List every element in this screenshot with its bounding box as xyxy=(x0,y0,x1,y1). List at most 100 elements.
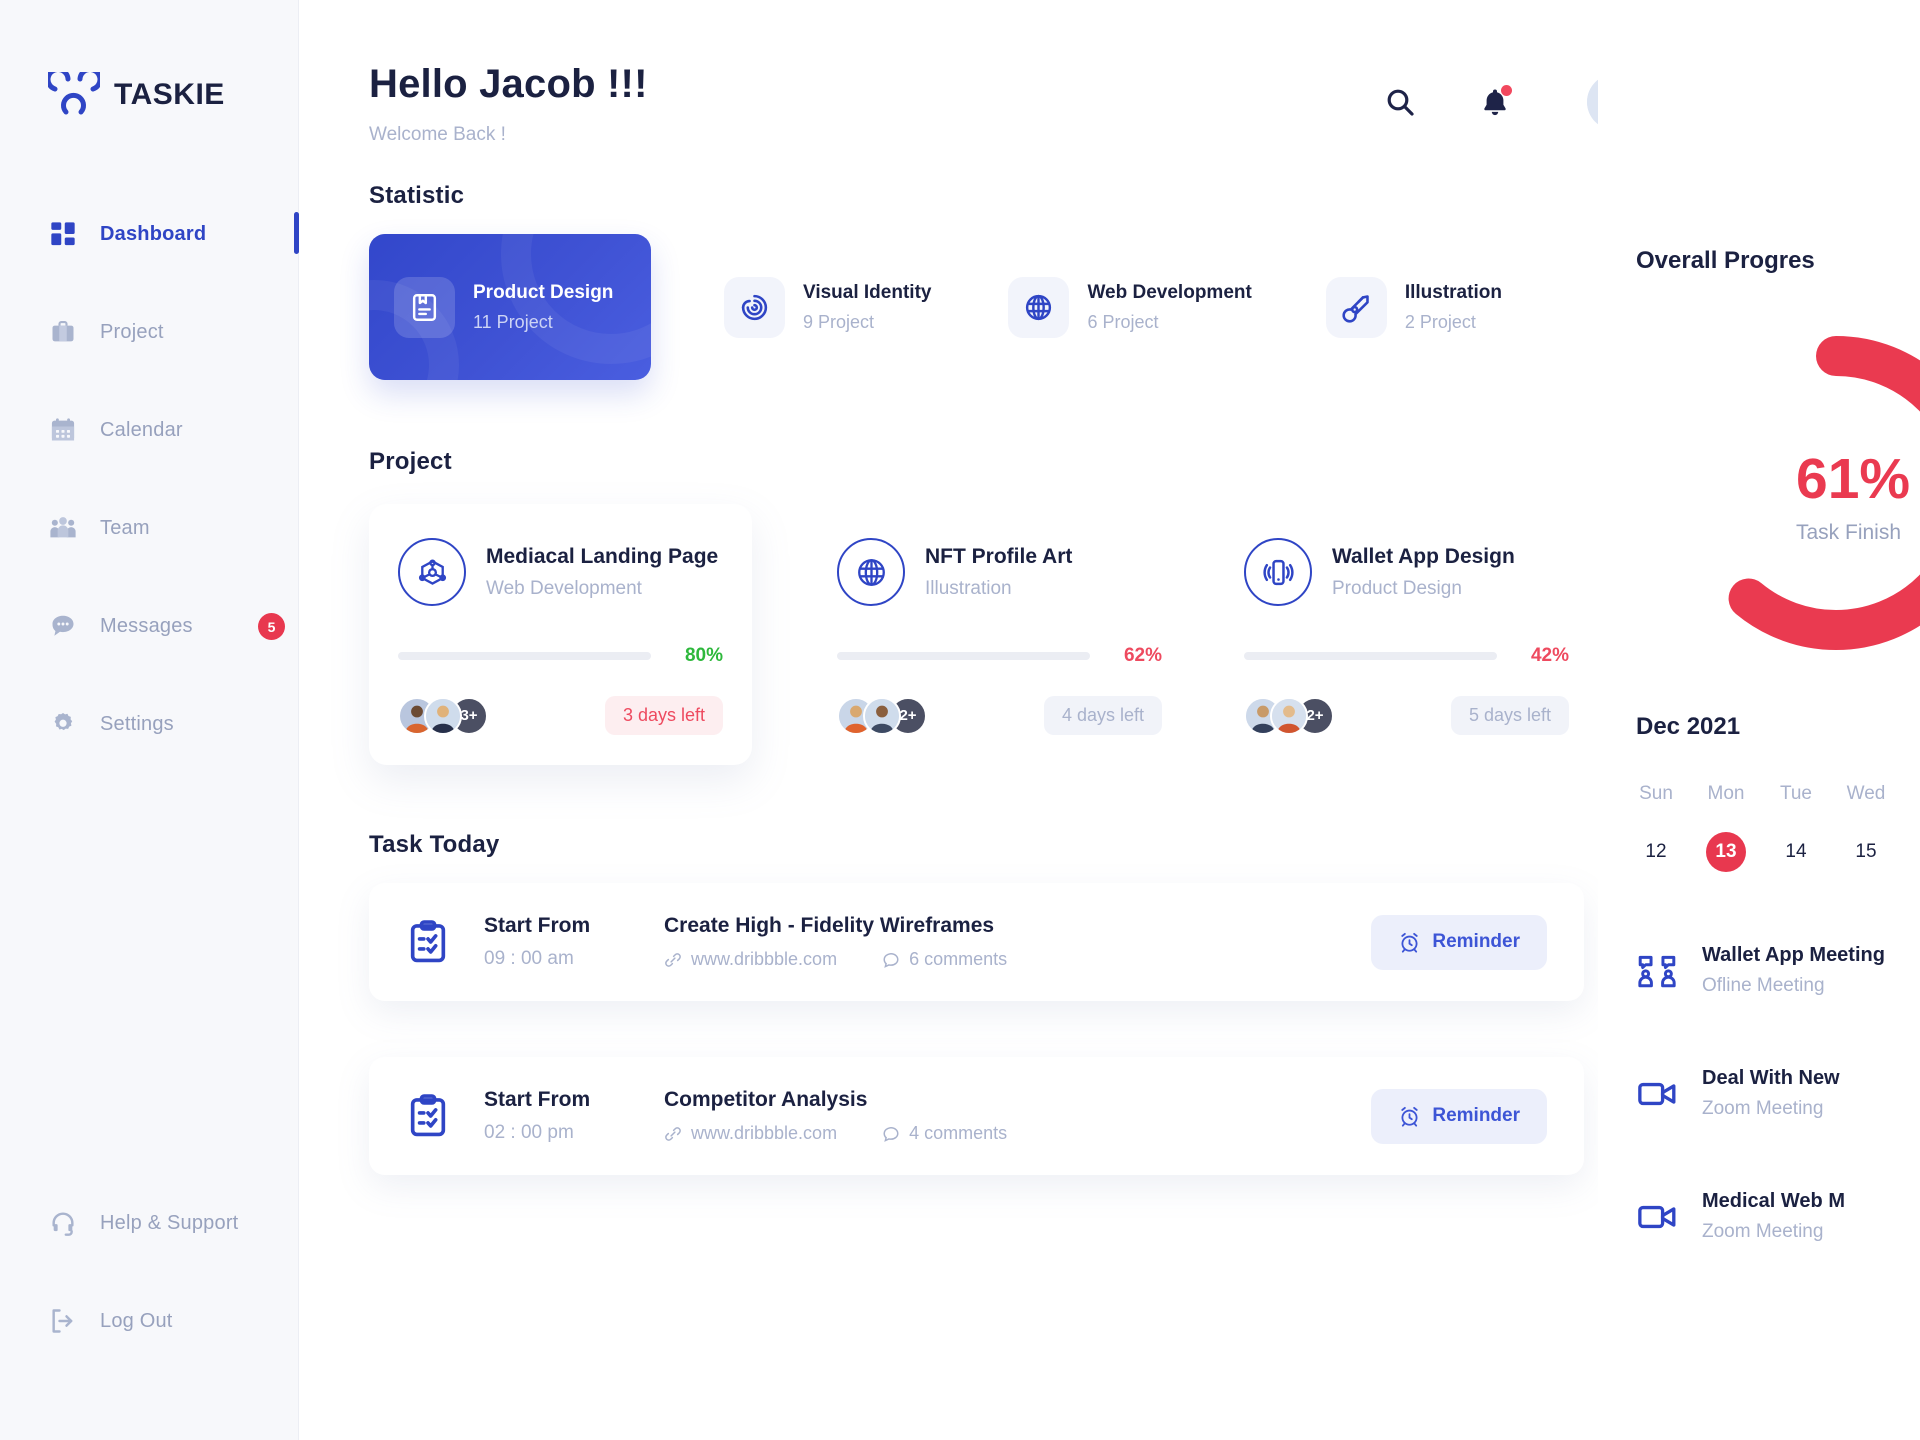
progress-row: 42% xyxy=(1244,645,1569,667)
task-name: Create High - Fidelity Wireframes xyxy=(664,914,995,937)
project-header: NFT Profile Art Illustration xyxy=(837,538,1162,606)
sidebar: TASKIE Dashboard Project Calenda xyxy=(0,0,299,1440)
calendar-day[interactable]: Tue 14 xyxy=(1776,783,1816,872)
calendar-date: 12 xyxy=(1645,841,1667,862)
task-link-label: www.dribbble.com xyxy=(691,1123,838,1143)
statistic-heading: Statistic xyxy=(369,182,465,209)
reminder-button[interactable]: Reminder xyxy=(1371,914,1547,970)
calendar-date: 15 xyxy=(1855,841,1877,862)
task-comments[interactable]: 4 comments xyxy=(882,1123,1007,1144)
project-meta: Mediacal Landing Page Web Development xyxy=(486,545,718,600)
progress-percent: 61% xyxy=(1796,447,1911,511)
task-today-heading: Task Today xyxy=(369,831,500,858)
greeting-block: Hello Jacob !!! Welcome Back ! xyxy=(369,62,648,146)
sidebar-item-dashboard[interactable]: Dashboard xyxy=(0,206,299,262)
sidebar-item-log-out[interactable]: Log Out xyxy=(0,1293,298,1349)
project-category: Web Development xyxy=(486,577,642,599)
clipboard-check-icon xyxy=(405,919,453,965)
sidebar-bottom-nav: Help & Support Log Out xyxy=(0,1195,298,1349)
calendar-day[interactable]: Mon 13 xyxy=(1706,783,1746,872)
meeting-text: Medical Web M Zoom Meeting xyxy=(1702,1190,1845,1243)
reminder-button[interactable]: Reminder xyxy=(1371,1088,1547,1144)
calendar-strip: Sun 12 Mon 13 Tue 14 Wed 15 xyxy=(1598,783,1920,872)
sidebar-item-calendar[interactable]: Calendar xyxy=(0,402,298,458)
headset-icon xyxy=(48,1208,78,1238)
meeting-list: Wallet App Meeting Ofline Meeting Deal W… xyxy=(1598,872,1920,1243)
stat-card-visual-identity[interactable]: Visual Identity 9 Project xyxy=(724,276,931,338)
brand-logo[interactable]: TASKIE xyxy=(0,0,298,118)
task-row[interactable]: Start From 09 : 00 am Create High - Fide… xyxy=(369,883,1584,1001)
meeting-item[interactable]: Medical Web M Zoom Meeting xyxy=(1636,1190,1920,1243)
task-meta: www.dribbble.com 4 comments xyxy=(664,1123,1371,1144)
stat-name: Visual Identity xyxy=(803,281,932,303)
team-avatars[interactable]: 2+ xyxy=(837,696,927,735)
meeting-item[interactable]: Deal With New Zoom Meeting xyxy=(1636,1067,1920,1120)
cube-node-icon xyxy=(398,538,466,606)
reminder-button-label: Reminder xyxy=(1432,1105,1520,1126)
stat-count: 11 Project xyxy=(473,311,553,332)
project-card-wallet-app-design[interactable]: Wallet App Design Product Design 42% 2+ xyxy=(1215,504,1598,765)
progress-bar xyxy=(837,652,1090,660)
project-header: Wallet App Design Product Design xyxy=(1244,538,1569,606)
sidebar-item-team[interactable]: Team xyxy=(0,500,298,556)
sidebar-item-label: Team xyxy=(100,516,150,539)
progress-row: 62% xyxy=(837,645,1162,667)
project-card-nft-profile-art[interactable]: NFT Profile Art Illustration 62% 2+ xyxy=(808,504,1191,765)
gear-icon xyxy=(48,709,78,739)
task-row[interactable]: Start From 02 : 00 pm Competitor Analysi… xyxy=(369,1057,1584,1175)
task-name: Competitor Analysis xyxy=(664,1088,868,1111)
briefcase-icon xyxy=(48,317,78,347)
task-start-block: Start From 02 : 00 pm xyxy=(484,1088,664,1144)
progress-caption: Task Finish xyxy=(1796,521,1902,544)
meeting-item[interactable]: Wallet App Meeting Ofline Meeting xyxy=(1636,944,1920,997)
logout-icon xyxy=(48,1306,78,1336)
stat-card-illustration[interactable]: Illustration 2 Project xyxy=(1325,276,1502,338)
sidebar-item-label: Settings xyxy=(100,712,174,735)
users-icon xyxy=(48,513,78,543)
spiral-icon xyxy=(724,276,785,338)
sidebar-item-messages[interactable]: Messages 5 xyxy=(0,598,298,654)
progress-label: 42% xyxy=(1530,645,1569,666)
people-chat-icon xyxy=(1636,950,1680,992)
search-icon[interactable] xyxy=(1384,86,1416,118)
project-header: Mediacal Landing Page Web Development xyxy=(398,538,723,606)
calendar-date-today: 13 xyxy=(1706,832,1746,872)
calendar-dow: Wed xyxy=(1846,783,1886,804)
sidebar-item-label: Calendar xyxy=(100,418,183,441)
meeting-name: Wallet App Meeting xyxy=(1702,944,1885,966)
bell-icon[interactable] xyxy=(1479,85,1512,118)
stat-meta: Illustration 2 Project xyxy=(1405,282,1502,333)
sidebar-item-project[interactable]: Project xyxy=(0,304,298,360)
sidebar-item-help-support[interactable]: Help & Support xyxy=(0,1195,298,1251)
project-title: Mediacal Landing Page xyxy=(486,544,719,568)
chat-bubble-icon xyxy=(48,611,78,641)
task-comments[interactable]: 6 comments xyxy=(882,949,1007,970)
calendar-date: 14 xyxy=(1785,841,1807,862)
statistic-cards: Product Design 11 Project Visual Identit… xyxy=(299,234,1598,380)
project-footer: 2+ 4 days left xyxy=(837,696,1162,735)
project-meta: NFT Profile Art Illustration xyxy=(925,545,1072,600)
stat-card-product-design[interactable]: Product Design 11 Project xyxy=(369,234,651,380)
document-icon xyxy=(394,276,455,338)
video-camera-icon xyxy=(1636,1196,1680,1238)
overall-progress-heading: Overall Progres xyxy=(1636,247,1815,274)
calendar-dow: Sun xyxy=(1639,783,1673,804)
avatar xyxy=(424,696,462,735)
team-avatars[interactable]: 2+ xyxy=(1244,696,1334,735)
task-meta: www.dribbble.com 6 comments xyxy=(664,949,1371,970)
calendar-day[interactable]: Wed 15 xyxy=(1846,783,1886,872)
team-avatars[interactable]: 3+ xyxy=(398,696,488,735)
pen-nib-icon xyxy=(1325,276,1387,338)
alarm-clock-icon xyxy=(1398,1105,1421,1128)
stat-meta: Product Design 11 Project xyxy=(473,282,613,333)
meeting-type: Ofline Meeting xyxy=(1702,975,1825,996)
project-card-mediacal-landing-page[interactable]: Mediacal Landing Page Web Development 80… xyxy=(369,504,752,765)
task-link[interactable]: www.dribbble.com xyxy=(664,1123,837,1144)
sidebar-item-settings[interactable]: Settings xyxy=(0,696,298,752)
stat-meta: Visual Identity 9 Project xyxy=(803,282,931,333)
stat-name: Product Design xyxy=(473,281,614,303)
calendar-day[interactable]: Sun 12 xyxy=(1636,783,1676,872)
task-link[interactable]: www.dribbble.com xyxy=(664,949,837,970)
stat-card-web-development[interactable]: Web Development 6 Project xyxy=(1008,276,1252,338)
globe-outline-icon xyxy=(837,538,905,606)
